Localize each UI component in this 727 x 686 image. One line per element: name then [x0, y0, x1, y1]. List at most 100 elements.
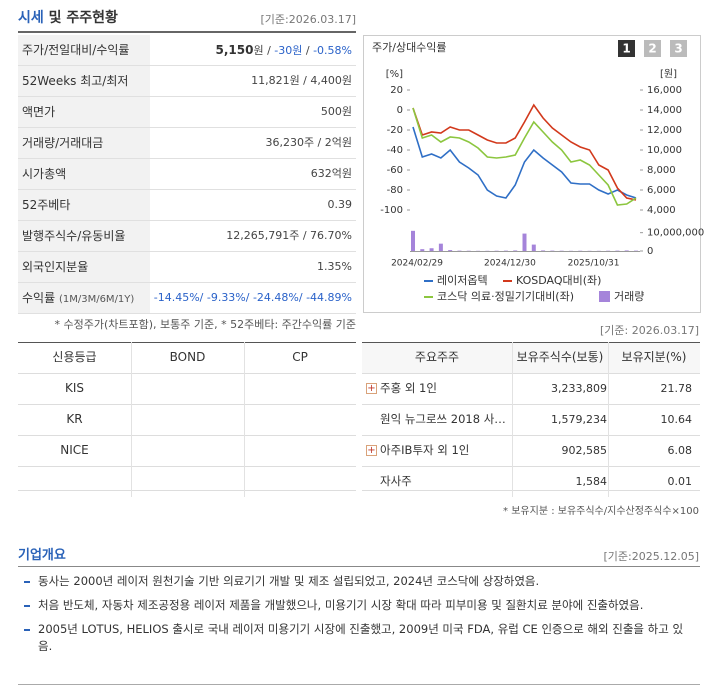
header-cell: 주요주주: [414, 350, 460, 364]
legend-label: KOSDAQ대비(좌): [516, 274, 601, 287]
legend-label: 코스닥 의료·정밀기기대비(좌): [437, 290, 574, 303]
legend-label: 레이저옵텍: [437, 274, 488, 287]
x-tick-label: 2024/02/29: [391, 259, 443, 269]
col-line: [512, 342, 513, 497]
label: 수익률: [22, 291, 56, 305]
expand-icon[interactable]: +: [366, 445, 377, 456]
chart-title: 주가/상대수익률: [372, 41, 447, 54]
col-line: [244, 342, 245, 497]
row-label: 주가/전일대비/수익률: [22, 35, 129, 65]
y-tick-label: -40: [387, 145, 403, 156]
button[interactable]: [644, 40, 661, 57]
title-main: 시세: [18, 10, 44, 26]
x-tick-label: 2024/12/30: [484, 259, 536, 269]
overview-item: 동사는 2000년 레이저 원천기술 기반 의료기기 개발 및 제조 설립되었고…: [38, 574, 540, 588]
y-tick-label: 0: [397, 105, 403, 116]
row-line: [362, 373, 700, 374]
section-title: 기업개요: [18, 548, 66, 563]
label: 52Weeks 최고/최저: [22, 74, 129, 88]
y-tick-label: -60: [387, 165, 403, 176]
y2-tick-label: 12,000: [647, 125, 682, 136]
header-cell: CP: [292, 350, 308, 364]
header-cell: 보유주식수(보통): [516, 350, 604, 364]
volume-bar: [420, 249, 425, 251]
header-cell: 신용등급: [52, 350, 97, 364]
row-value: -14.45%/ -9.33%/ -24.48%/ -44.89%: [154, 283, 352, 313]
button-label[interactable]: 3: [674, 42, 682, 56]
note: * 수정주가(차트포함), 보통주 기준, * 52주베타: 주간수익률 기준: [54, 318, 356, 331]
stake: 6.08: [667, 444, 693, 457]
row-value: 36,230주 / 2억원: [265, 128, 352, 158]
row-line: [150, 96, 356, 97]
value-part: 500원: [320, 105, 352, 118]
date: [기준: 2026.03.17]: [599, 324, 699, 337]
value-part: 0.39: [327, 198, 353, 211]
volume-bar: [531, 244, 536, 251]
row-value: 632억원: [311, 159, 352, 189]
date: [기준:2026.03.17]: [260, 13, 356, 26]
row-value: 0.39: [328, 190, 353, 220]
volume-bar: [411, 230, 415, 251]
y2-tick-label: 14,000: [647, 105, 682, 116]
row-label: 52주베타: [22, 190, 70, 220]
header-cell: 보유지분(%): [621, 350, 687, 364]
row-bg: [18, 35, 150, 66]
button-label[interactable]: 1: [622, 42, 630, 56]
series-line: [412, 103, 637, 201]
chart-box: [363, 35, 701, 313]
label: 외국인지분율: [22, 260, 89, 274]
volume-tick-label: 0: [647, 246, 653, 257]
y2-axis-label: [원]: [660, 68, 677, 80]
volume-tick-label: 10,000,000: [647, 228, 704, 239]
row-line: [362, 404, 700, 405]
button[interactable]: [670, 40, 687, 57]
row-line: [18, 435, 356, 436]
row-bg: [18, 252, 150, 283]
date: [기준:2025.12.05]: [603, 550, 699, 563]
row-bg: [18, 97, 150, 128]
shares: 902,585: [561, 444, 608, 457]
row-bg: [18, 159, 150, 190]
volume-bar: [522, 233, 527, 251]
overview-item: 처음 반도체, 자동차 제조공정용 레이저 제품을 개발했으나, 미용기기 시장…: [38, 598, 644, 612]
row-value: 5,150원 / -30원 / -0.58%: [215, 35, 352, 66]
row-line: [150, 282, 356, 283]
header-bg: [362, 343, 700, 373]
holder-name: 주홍 외 1인: [380, 381, 437, 395]
header-cell: BOND: [169, 350, 206, 364]
label-note: (1M/3M/6M/1Y): [58, 294, 135, 305]
button-label[interactable]: 2: [648, 42, 656, 56]
shares: 1,579,234: [551, 413, 607, 426]
agency-cell: KIS: [64, 381, 85, 395]
bullet: [24, 581, 30, 583]
value-part: -0.58%: [313, 44, 352, 57]
row-line: [150, 158, 356, 159]
col-line: [608, 342, 609, 497]
row-bg: [18, 190, 150, 221]
row-line: [362, 466, 700, 467]
value-part: /: [302, 44, 314, 57]
expand-icon[interactable]: +: [366, 383, 377, 394]
value-part: 632억원: [310, 167, 352, 180]
value-part: 11,821원 / 4,400원: [251, 74, 352, 87]
agency-cell: NICE: [60, 443, 89, 457]
shares: 1,584: [575, 475, 608, 488]
series-line: [412, 107, 637, 206]
button[interactable]: [618, 40, 635, 57]
y2-tick-label: 16,000: [647, 85, 682, 96]
holder-name: 자사주: [380, 474, 412, 488]
y-tick-label: -80: [387, 185, 403, 196]
row-label: 액면가: [22, 97, 55, 127]
row-label: 52Weeks 최고/최저: [22, 66, 128, 96]
stake: 0.01: [667, 475, 693, 488]
y2-tick-label: 6,000: [647, 185, 676, 196]
value-part: 36,230주 / 2억원: [265, 136, 352, 149]
row-bg: [18, 221, 150, 252]
row-value: 12,265,791주 / 76.70%: [226, 221, 352, 251]
volume-bar: [448, 250, 453, 251]
value-part: 원 /: [253, 44, 275, 57]
row-label: 외국인지분율: [22, 252, 88, 282]
volume-bar: [438, 243, 443, 251]
holder-name: 원익 뉴그로쓰 2018 사…: [380, 412, 506, 426]
